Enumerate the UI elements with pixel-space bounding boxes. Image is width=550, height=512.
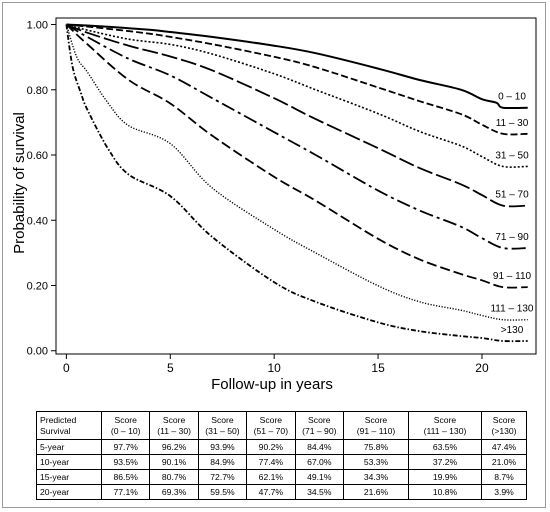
table-cell: 67.0% (294, 454, 345, 470)
table-cell: 53.3% (343, 454, 409, 470)
table-cell: 86.5% (100, 469, 151, 485)
y-tick-label: 1.00 (27, 20, 48, 32)
table-cell: 47.7% (246, 484, 296, 500)
table-cell: 62.1% (246, 469, 296, 485)
survival-curve-line (65, 23, 528, 289)
table-cell: 5-year (36, 439, 102, 455)
x-tick-label: 0 (63, 361, 70, 375)
header-score: Score (0 – 10) (100, 411, 151, 440)
table-body: 5-year 97.7% 96.2% 93.9% 90.2% 84.4% 75.… (36, 439, 527, 500)
table-row: 20-year 77.1% 69.3% 59.5% 47.7% 34.5% 21… (36, 484, 527, 500)
header-score: Score (11 – 30) (149, 411, 199, 440)
curve-label: >130 (501, 325, 524, 336)
y-axis-label: Probability of survival (11, 112, 28, 254)
table-cell: 34.5% (294, 484, 345, 500)
survival-table: Predicted Survival Score (0 – 10) Score (1… (36, 411, 527, 500)
y-tick-label: 0.00 (27, 346, 48, 358)
table-cell: 93.5% (100, 454, 151, 470)
header-score: Score (111 – 130) (408, 411, 482, 440)
table-cell: 47.4% (481, 439, 527, 455)
table-row: 10-year 93.5% 90.1% 84.9% 77.4% 67.0% 53… (36, 454, 527, 470)
curve-label: 71 – 90 (495, 232, 529, 243)
survival-curve-line (66, 23, 528, 208)
table-cell: 93.9% (197, 439, 248, 455)
table-cell: 15-year (36, 469, 102, 485)
y-tick-label: 0.40 (27, 215, 48, 227)
table-header-row: Predicted Survival Score (0 – 10) Score (1… (36, 411, 527, 440)
table-cell: 34.3% (343, 469, 409, 485)
x-tick-label: 15 (371, 361, 385, 375)
survival-curve-line (66, 23, 528, 136)
table-cell: 97.7% (100, 439, 151, 455)
curve-label: 0 – 10 (498, 92, 526, 103)
survival-curves (65, 23, 528, 343)
x-axis-label: Follow-up in years (211, 376, 333, 393)
header-score: Score (31 – 50) (197, 411, 248, 440)
survival-curve-line (65, 23, 528, 250)
header-predicted-survival: Predicted Survival (36, 411, 102, 440)
y-tick-label: 0.20 (27, 280, 48, 292)
table-cell: 8.7% (481, 469, 527, 485)
table-cell: 72.7% (197, 469, 248, 485)
axes: 0.00 0.20 0.40 0.60 0.80 1.00 0 5 10 15 20 (27, 17, 537, 375)
table-cell: 10-year (36, 454, 102, 470)
table-cell: 90.1% (149, 454, 199, 470)
curve-label: 31 – 50 (495, 150, 529, 161)
table-cell: 84.9% (197, 454, 248, 470)
table-cell: 10.8% (408, 484, 482, 500)
table-cell: 69.3% (149, 484, 199, 500)
table-cell: 75.8% (343, 439, 409, 455)
curve-label: 11 – 30 (496, 118, 529, 129)
plot-area-border (55, 17, 537, 355)
y-tick-label: 0.60 (27, 150, 48, 162)
table-cell: 77.4% (246, 454, 296, 470)
table-cell: 21.6% (343, 484, 409, 500)
curve-label: 111 – 130 (490, 304, 533, 315)
curve-label: 91 – 110 (493, 271, 532, 282)
table-cell: 20-year (36, 484, 102, 500)
survival-curve-line (66, 23, 528, 168)
survival-chart: 0.00 0.20 0.40 0.60 0.80 1.00 0 5 10 15 20 0 – 10 1… (11, 17, 537, 393)
table-cell: 37.2% (408, 454, 482, 470)
table-cell: 96.2% (149, 439, 199, 455)
table-cell: 21.0% (481, 454, 527, 470)
x-tick-label: 20 (475, 361, 489, 375)
survival-curve-line (66, 23, 528, 110)
table-cell: 49.1% (294, 469, 345, 485)
table-cell: 59.5% (197, 484, 248, 500)
table-row: 15-year 86.5% 80.7% 72.7% 62.1% 49.1% 34… (36, 469, 527, 485)
curve-label: 51 – 70 (495, 190, 529, 201)
curve-labels: 0 – 10 11 – 30 31 – 50 51 – 70 71 – 90 91 – 1… (490, 92, 533, 336)
table-cell: 63.5% (408, 439, 482, 455)
header-score: Score (71 – 90) (294, 411, 345, 440)
table-cell: 3.9% (481, 484, 527, 500)
figure-frame (2, 2, 546, 508)
header-score: Score (>130) (481, 411, 527, 440)
header-score: Score (91 – 110) (343, 411, 409, 440)
table-cell: 84.4% (294, 439, 345, 455)
y-tick-label: 0.80 (27, 85, 48, 97)
table-cell: 80.7% (149, 469, 199, 485)
table-cell: 77.1% (100, 484, 151, 500)
table-cell: 90.2% (246, 439, 296, 455)
table-cell: 19.9% (408, 469, 482, 485)
x-tick-label: 10 (268, 361, 282, 375)
table-row: 5-year 97.7% 96.2% 93.9% 90.2% 84.4% 75.… (36, 439, 527, 455)
x-tick-label: 5 (167, 361, 174, 375)
survival-curve-line (65, 24, 528, 321)
header-score: Score (51 – 70) (246, 411, 296, 440)
